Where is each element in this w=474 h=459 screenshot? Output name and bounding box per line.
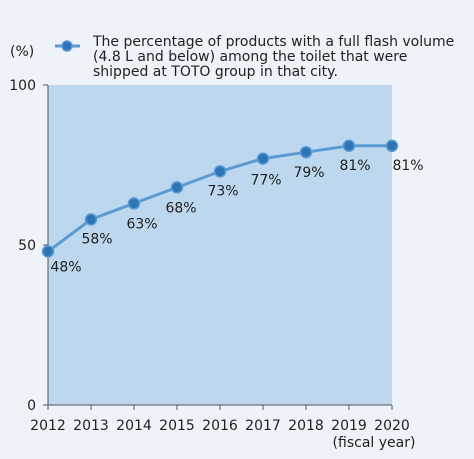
data-label: 79% [293, 165, 324, 181]
data-point [256, 152, 270, 165]
data-point [84, 213, 98, 226]
data-label: 58% [81, 231, 112, 247]
x-tick-label: 2016 [202, 418, 238, 434]
data-label: 81% [339, 158, 370, 174]
x-tick-label: 2020 [374, 418, 410, 434]
legend: The percentage of products with a full f… [55, 34, 454, 80]
legend-text-line: (4.8 L and below) among the toilet that … [93, 49, 407, 65]
x-tick-label: 2018 [288, 418, 324, 434]
data-point [299, 145, 313, 159]
data-label: 63% [126, 216, 157, 232]
data-label: 81% [392, 158, 423, 174]
data-point [170, 181, 184, 194]
y-tick-label: 0 [27, 398, 36, 414]
data-points [41, 139, 399, 258]
data-point [342, 139, 356, 153]
x-tick-label: 2019 [331, 418, 367, 434]
plot-area [48, 85, 392, 405]
data-point [385, 139, 399, 153]
data-label: 48% [50, 259, 81, 275]
x-tick-label: 2015 [159, 418, 195, 434]
x-tick-labels: 2012 2013 2014 2015 2016 2017 2018 2019 2020 [30, 418, 410, 434]
data-point [41, 245, 55, 258]
data-labels: 48%58% 63% 68% 73% 77% 79% 81% 81% [50, 158, 423, 276]
legend-marker-icon [61, 40, 73, 52]
y-unit-label: (%) [10, 44, 34, 60]
axes [43, 84, 393, 410]
data-label: 73% [207, 183, 238, 199]
x-tick-label: 2014 [116, 418, 152, 434]
x-tick-label: 2012 [30, 418, 66, 434]
data-label: 68% [165, 200, 196, 216]
data-label: 77% [250, 173, 281, 189]
legend-text-line: shipped at TOTO group in that city. [93, 64, 338, 80]
data-point [127, 197, 141, 210]
y-tick-label: 50 [18, 238, 36, 254]
y-tick-labels: 0 50 100 [9, 78, 36, 414]
x-unit-label: (fiscal year) [333, 435, 416, 451]
y-tick-label: 100 [9, 78, 36, 94]
x-tick-label: 2017 [245, 418, 281, 434]
x-tick-label: 2013 [73, 418, 109, 434]
legend-text-line: The percentage of products with a full f… [92, 34, 454, 50]
data-point [213, 165, 227, 178]
